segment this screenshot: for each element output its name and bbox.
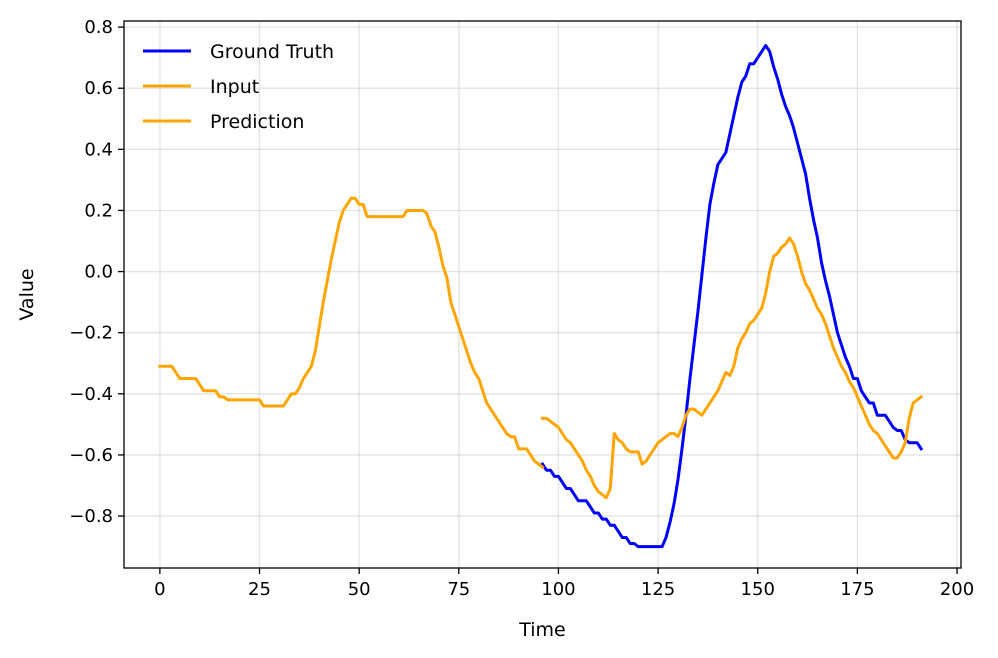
y-tick-label: −0.6: [69, 445, 113, 466]
plot-frame: [123, 20, 962, 569]
legend-label-prediction: Prediction: [210, 111, 304, 133]
series-line-ground-truth: [540, 43, 924, 549]
series-group: [158, 43, 924, 549]
series-line-prediction: [541, 236, 924, 500]
x-axis-label: Time: [518, 619, 566, 641]
x-tick-label: 150: [741, 579, 775, 600]
y-tick-label: 0.4: [84, 139, 113, 160]
grid: [124, 21, 961, 568]
x-tick-label: 200: [940, 579, 974, 600]
y-tick-label: 0.8: [84, 17, 113, 38]
x-tick-label: 25: [248, 579, 271, 600]
series-line-input: [158, 196, 545, 470]
x-tick-label: 75: [447, 579, 470, 600]
legend-item-prediction: Prediction: [143, 111, 304, 133]
x-tick-label: 125: [641, 579, 675, 600]
y-tick-label: −0.2: [69, 323, 113, 344]
legend-item-ground-truth: Ground Truth: [143, 41, 334, 63]
y-tick-label: −0.4: [69, 384, 113, 405]
axis-ticks: 0 25 50 75 100 125 150 175 200 −0.8 −0.6 −0.4 −0.2 0.…: [69, 17, 974, 600]
x-tick-label: 100: [541, 579, 575, 600]
legend-label-input: Input: [210, 76, 259, 98]
y-tick-label: 0.2: [84, 200, 113, 221]
legend-label-ground-truth: Ground Truth: [210, 41, 334, 63]
y-tick-label: 0.6: [84, 78, 113, 99]
y-tick-label: 0.0: [84, 262, 113, 283]
legend-item-input: Input: [143, 76, 259, 98]
x-tick-label: 50: [348, 579, 371, 600]
x-tick-label: 0: [154, 579, 165, 600]
x-tick-label: 175: [840, 579, 874, 600]
legend: Ground Truth Input Prediction: [143, 41, 334, 133]
y-axis-label: Value: [16, 268, 38, 320]
y-tick-label: −0.8: [69, 506, 113, 527]
